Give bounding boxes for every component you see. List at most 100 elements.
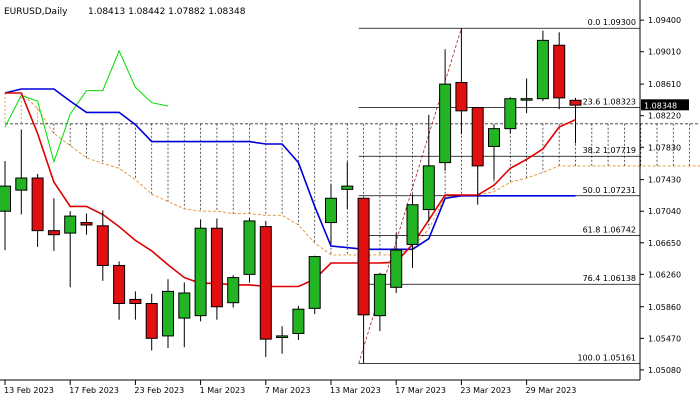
candle-body: [129, 298, 142, 305]
candle: [0, 161, 11, 251]
candle: [471, 106, 484, 205]
y-tick-label: 1.06260: [648, 270, 681, 279]
x-tick-label: 29 Mar 2023: [526, 386, 577, 395]
x-tick-label: 13 Feb 2023: [4, 386, 54, 395]
candle: [308, 255, 321, 315]
fib-level-label: 50.0 1.07231: [583, 186, 636, 195]
candle-body: [308, 256, 321, 309]
candle: [259, 220, 272, 357]
candle: [162, 279, 174, 349]
time-axis: 13 Feb 2023 17 Feb 2023 23 Feb 2023 1 Mar 2…: [4, 380, 576, 395]
price-axis: 1.09400 1.09010 1.08610 1.08220 1.07830 1.074…: [640, 16, 681, 375]
candle-body: [64, 215, 77, 234]
candle-body: [357, 197, 370, 316]
x-tick-label: 17 Feb 2023: [69, 386, 119, 395]
last-price-marker: 1.08348: [641, 99, 689, 111]
candle-body: [471, 107, 484, 167]
candle-body: [243, 220, 256, 275]
candle-body: [422, 165, 435, 211]
candle: [178, 282, 191, 348]
candle: [243, 217, 256, 283]
candle: [194, 219, 207, 322]
candle-body: [325, 197, 337, 224]
candle: [96, 210, 109, 281]
fib-level-label: 100.0 1.05161: [577, 353, 636, 362]
y-tick-label: 1.07430: [648, 176, 681, 185]
x-tick-label: 17 Mar 2023: [395, 386, 446, 395]
candle-body: [439, 83, 452, 164]
x-tick-label: 23 Mar 2023: [460, 386, 511, 395]
candle-body: [80, 222, 93, 226]
candle-body: [390, 249, 403, 288]
candle-body: [292, 308, 305, 334]
candle-body: [553, 44, 566, 99]
candle: [80, 213, 93, 235]
x-tick-label: 1 Mar 2023: [200, 386, 246, 395]
y-tick-label: 1.09400: [648, 16, 681, 25]
candle: [341, 161, 354, 209]
y-tick-label: 1.08220: [648, 112, 681, 121]
kijun-line: [4, 88, 576, 251]
y-tick-label: 1.05470: [648, 334, 681, 343]
y-tick-label: 1.07830: [648, 143, 681, 152]
candle-body: [96, 225, 109, 266]
fib-level-label: 38.2 1.07719: [583, 146, 636, 155]
y-tick-label: 1.07040: [648, 207, 681, 216]
candle: [64, 211, 77, 288]
candle-body: [455, 81, 468, 112]
candle: [569, 97, 582, 144]
candle: [455, 28, 468, 135]
fib-level-label: 0.0 1.09300: [588, 18, 636, 27]
candle-body: [520, 98, 533, 101]
candle: [47, 198, 60, 251]
candle-body: [373, 273, 386, 317]
candle: [390, 233, 403, 293]
tenkan-line: [5, 92, 576, 288]
candle: [536, 30, 549, 102]
candle-body: [276, 335, 289, 339]
x-tick-label: 7 Mar 2023: [265, 386, 311, 395]
candle-body: [113, 264, 126, 305]
candle: [227, 275, 240, 308]
candle: [210, 218, 223, 320]
candle: [31, 173, 44, 247]
fib-level-label: 61.8 1.06742: [583, 225, 636, 234]
candle-body: [406, 204, 419, 245]
candle: [357, 197, 370, 364]
last-price-label: 1.08348: [644, 101, 677, 110]
candle-body: [31, 177, 44, 232]
y-tick-label: 1.05080: [648, 366, 681, 375]
y-tick-label: 1.05860: [648, 303, 681, 312]
x-tick-label: 23 Feb 2023: [134, 386, 184, 395]
candle-body: [259, 226, 272, 340]
candle-body: [227, 277, 240, 304]
y-tick-label: 1.06650: [648, 239, 681, 248]
candle: [129, 291, 142, 320]
candle-body: [162, 290, 174, 337]
candle-body: [536, 39, 549, 100]
candle: [325, 183, 337, 244]
fib-level-label: 23.6 1.08323: [583, 97, 636, 106]
candle-body: [210, 227, 223, 308]
x-tick-label: 13 Mar 2023: [330, 386, 381, 395]
header-ohlc: 1.08413 1.08442 1.07882 1.08348: [88, 7, 246, 17]
candle: [113, 261, 126, 320]
senkou-a-line: [5, 92, 700, 256]
indicator-lines: [4, 49, 576, 288]
candle-body: [0, 185, 11, 212]
candle: [292, 305, 305, 340]
candle: [373, 272, 386, 332]
candlesticks: [0, 28, 582, 364]
candle: [422, 114, 435, 221]
y-tick-label: 1.08610: [648, 80, 681, 89]
chart-title: EURUSD,Daily: [4, 7, 68, 17]
y-tick-label: 1.09010: [648, 48, 681, 57]
candle-body: [194, 227, 207, 317]
candle-body: [341, 185, 354, 190]
candle-body: [47, 230, 60, 236]
candle-body: [145, 303, 158, 339]
candle: [553, 32, 566, 110]
candle: [276, 326, 289, 354]
